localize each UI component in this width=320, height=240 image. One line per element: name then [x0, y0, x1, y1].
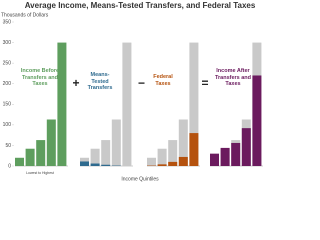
y-tick-label: 150	[3, 102, 12, 108]
series-label: Federal Taxes	[153, 74, 173, 87]
bar	[57, 42, 67, 167]
y-tick-label: 300	[3, 40, 12, 46]
bar	[178, 156, 188, 166]
y-tick-label: 100	[3, 122, 12, 128]
bar	[168, 161, 178, 166]
series-label: Income Before Transfers and Taxes	[20, 68, 60, 87]
bar	[90, 163, 100, 166]
bar	[25, 148, 35, 166]
bar	[80, 161, 90, 166]
bar	[36, 140, 46, 166]
bar	[101, 164, 111, 166]
bar	[231, 142, 241, 166]
ghost-bar	[90, 148, 100, 166]
operator: −	[138, 76, 145, 90]
y-tick-label: 50	[5, 143, 11, 149]
bar	[15, 157, 25, 166]
y-tick-label: 200	[3, 81, 12, 87]
bar	[220, 147, 230, 166]
x-note: Lowest to Highest	[26, 171, 54, 175]
operator: =	[201, 76, 208, 90]
chart-wrap: Average Income, Means-Tested Transfers, …	[1, 1, 263, 182]
ghost-bar	[157, 148, 167, 166]
bar	[252, 75, 262, 166]
ghost-bar	[147, 157, 157, 166]
bar	[210, 153, 220, 166]
chart: Average Income, Means-Tested Transfers, …	[1, 1, 263, 182]
ghost-bar	[189, 42, 199, 167]
ghost-bar	[168, 140, 178, 166]
x-axis-label: Income Quintiles	[121, 176, 159, 182]
series-label: Means-Tested Transfers	[87, 72, 113, 91]
ghost-bar	[178, 119, 188, 166]
series-label: Income After Transfers and Taxes	[214, 68, 252, 87]
y-tick-label: 350	[3, 19, 12, 25]
y-axis-label: Thousands of Dollars	[1, 12, 49, 18]
y-tick-label: 0	[8, 163, 11, 169]
ghost-bar	[111, 119, 121, 166]
y-tick-label: 250	[3, 60, 12, 66]
operator: +	[72, 76, 79, 90]
ghost-bar	[122, 42, 132, 167]
bar	[241, 128, 251, 166]
ghost-bar	[101, 140, 111, 166]
chart-title: Average Income, Means-Tested Transfers, …	[25, 1, 256, 10]
bar	[46, 119, 56, 166]
bar	[157, 164, 167, 166]
bar	[189, 133, 199, 166]
